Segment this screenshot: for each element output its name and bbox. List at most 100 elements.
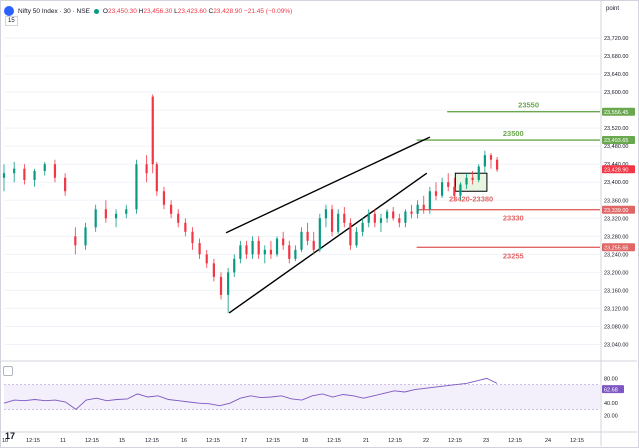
x-tick-label: 17 bbox=[241, 438, 247, 444]
candle-body bbox=[251, 240, 254, 255]
candle-body bbox=[43, 164, 46, 171]
currency-label[interactable]: point bbox=[606, 6, 620, 12]
candle-body bbox=[355, 231, 358, 246]
x-tick-label: 10 bbox=[2, 438, 8, 444]
candle-body bbox=[453, 186, 456, 196]
candle-body bbox=[373, 213, 376, 223]
candle-body bbox=[337, 213, 340, 232]
y-tick-label: 23,400.00 bbox=[604, 180, 628, 186]
candle-body bbox=[155, 164, 158, 192]
candle-body bbox=[263, 249, 266, 255]
y-tick-label: 23,320.00 bbox=[604, 216, 628, 222]
price-label-box bbox=[602, 205, 635, 214]
candle-body bbox=[489, 155, 493, 160]
y-tick-label: 23,280.00 bbox=[604, 234, 628, 240]
candle-body bbox=[275, 238, 279, 255]
y-tick-label: 23,360.00 bbox=[604, 198, 628, 204]
candle-body bbox=[483, 155, 486, 167]
level-label: 23330 bbox=[503, 214, 524, 223]
ohlc-readout: O23,450.30 H23,456.30 L23,423.60 C23,428… bbox=[102, 7, 293, 15]
interval-badge[interactable]: 15 bbox=[5, 16, 18, 26]
y-tick-label: 23,120.00 bbox=[604, 306, 628, 312]
x-tick-label: 12:15 bbox=[145, 438, 159, 444]
y-tick-label: 23,200.00 bbox=[604, 270, 628, 276]
x-tick-label: 16 bbox=[181, 438, 187, 444]
candle-body bbox=[385, 211, 389, 219]
x-tick-label: 21 bbox=[363, 438, 369, 444]
price-label-text: 23,339.00 bbox=[604, 208, 628, 214]
y-tick-label: 23,600.00 bbox=[604, 90, 628, 96]
symbol-logo-icon bbox=[4, 6, 14, 16]
candle-body bbox=[125, 209, 128, 214]
candle-body bbox=[312, 240, 315, 250]
candle-body bbox=[23, 168, 26, 180]
candle-body bbox=[74, 236, 77, 246]
candle-body bbox=[205, 254, 208, 264]
candle-body bbox=[84, 227, 87, 246]
candle-body bbox=[233, 258, 236, 273]
rsi-tick-label: 20.00 bbox=[604, 414, 618, 420]
y-tick-label: 23,240.00 bbox=[604, 252, 628, 258]
candle-body bbox=[198, 243, 201, 255]
candle-body bbox=[282, 238, 285, 246]
rsi-value-text: 62.68 bbox=[604, 387, 618, 393]
candle-body bbox=[318, 218, 321, 250]
candle-body bbox=[13, 168, 16, 174]
candle-body bbox=[447, 182, 450, 187]
candle-body bbox=[212, 263, 215, 277]
x-tick-label: 24 bbox=[545, 438, 551, 444]
price-label-box bbox=[602, 165, 635, 174]
candle-body bbox=[239, 245, 242, 259]
rsi-band bbox=[4, 384, 600, 410]
candle-body bbox=[367, 213, 370, 223]
x-tick-label: 12:15 bbox=[85, 438, 99, 444]
price-label-text: 23,556.45 bbox=[604, 110, 628, 116]
rsi-value-box bbox=[602, 385, 624, 394]
x-tick-label: 12:15 bbox=[508, 438, 522, 444]
candle-body bbox=[306, 231, 309, 241]
y-tick-label: 23,520.00 bbox=[604, 126, 628, 132]
price-label-text: 23,255.65 bbox=[604, 245, 628, 251]
x-tick-label: 22 bbox=[423, 438, 429, 444]
symbol-title[interactable]: Nifty 50 Index · 30 · NSE bbox=[18, 7, 90, 15]
candle-body bbox=[53, 164, 57, 178]
y-tick-label: 23,160.00 bbox=[604, 288, 628, 294]
candle-body bbox=[434, 191, 438, 196]
candle-body bbox=[410, 211, 413, 214]
price-label-text: 23,428.90 bbox=[604, 167, 628, 173]
zone-label: 23420-23380 bbox=[449, 194, 493, 203]
tradingview-logo-icon[interactable]: 17 bbox=[5, 431, 16, 441]
rsi-settings-icon[interactable] bbox=[3, 366, 13, 376]
rsi-tick-label: 80.00 bbox=[604, 376, 618, 382]
rsi-tick-label: 40.00 bbox=[604, 401, 618, 407]
candle-body bbox=[33, 170, 36, 180]
candle-body bbox=[245, 245, 248, 255]
y-tick-label: 23,680.00 bbox=[604, 54, 628, 60]
candle-body bbox=[288, 245, 291, 259]
candle-body bbox=[459, 184, 462, 196]
candle-body bbox=[2, 173, 6, 178]
x-tick-label: 18 bbox=[302, 438, 308, 444]
candle-body bbox=[151, 96, 154, 165]
x-tick-label: 12:15 bbox=[206, 438, 220, 444]
candle-body bbox=[471, 177, 474, 180]
candle-body bbox=[94, 209, 97, 228]
x-tick-label: 15 bbox=[119, 438, 125, 444]
candle-body bbox=[269, 249, 273, 255]
change-readout: −21.45 (−0.09%) bbox=[243, 7, 293, 15]
candle-body bbox=[162, 191, 166, 205]
x-tick-label: 11 bbox=[60, 438, 66, 444]
x-tick-label: 12:15 bbox=[570, 438, 584, 444]
y-tick-label: 23,720.00 bbox=[604, 36, 628, 42]
price-label-box bbox=[602, 243, 635, 252]
candle-body bbox=[416, 204, 419, 214]
market-status-icon bbox=[93, 8, 99, 14]
candle-body bbox=[392, 211, 395, 219]
price-label-text: 23,493.65 bbox=[604, 138, 628, 144]
candle-body bbox=[404, 211, 407, 223]
candle-body bbox=[294, 249, 297, 259]
x-tick-label: 12:15 bbox=[388, 438, 402, 444]
channel-upper-line bbox=[225, 136, 431, 234]
candle-body bbox=[330, 209, 334, 232]
